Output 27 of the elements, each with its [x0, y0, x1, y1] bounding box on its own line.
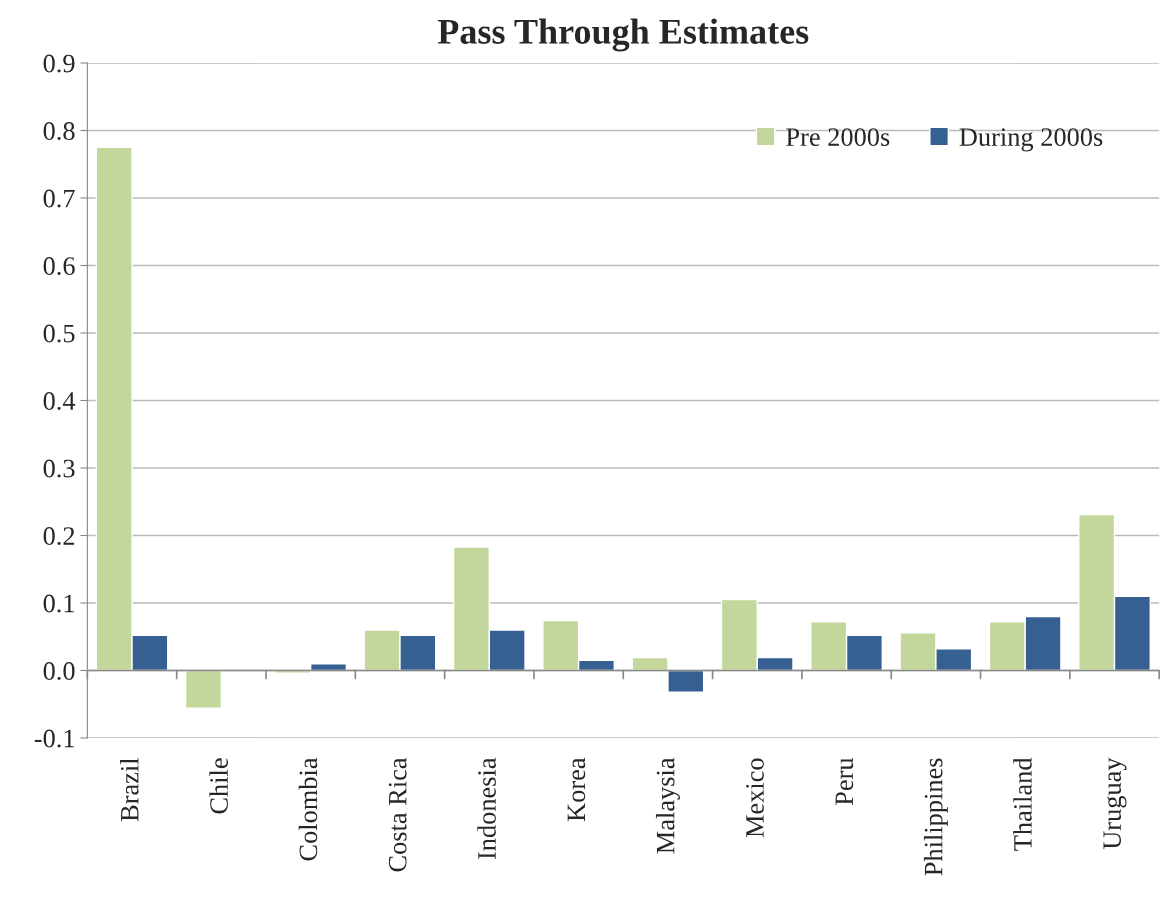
- y-tick-label: 0.8: [43, 122, 75, 141]
- chart-title: Pass Through Estimates: [437, 18, 809, 52]
- x-tick-label: Thailand: [1013, 757, 1032, 851]
- y-tick-label: 0.1: [43, 594, 74, 613]
- x-tick-label: Colombia: [298, 757, 318, 861]
- x-tick-label: Chile: [209, 758, 228, 814]
- y-tick-label: -0.1: [34, 729, 74, 748]
- legend-label: Pre 2000s: [786, 128, 890, 146]
- x-tick-label: Philippines: [923, 758, 948, 876]
- legend-label: During 2000s: [959, 128, 1103, 152]
- x-tick-label: Costa Rica: [388, 757, 407, 872]
- y-tick-label: 0.5: [43, 324, 75, 343]
- y-tick-label: 0.0: [43, 662, 75, 681]
- y-tick-label: 0.7: [43, 189, 75, 208]
- x-tick-label: Uruguay: [1103, 757, 1127, 850]
- x-tick-label: Korea: [567, 757, 586, 822]
- x-tick-label: Indonesia: [477, 757, 496, 860]
- y-tick-label: 0.6: [43, 257, 75, 276]
- x-tick-label: Peru: [835, 757, 854, 806]
- x-tick-label: Malaysia: [655, 757, 680, 854]
- bar: [184, 669, 223, 709]
- x-tick-label: Brazil: [120, 757, 139, 822]
- x-tick-label: Mexico: [746, 758, 764, 838]
- y-tick-label: 0.3: [43, 459, 75, 478]
- y-tick-label: 0.2: [43, 527, 75, 546]
- y-tick-label: 0.9: [43, 54, 75, 73]
- y-tick-label: 0.4: [43, 392, 76, 411]
